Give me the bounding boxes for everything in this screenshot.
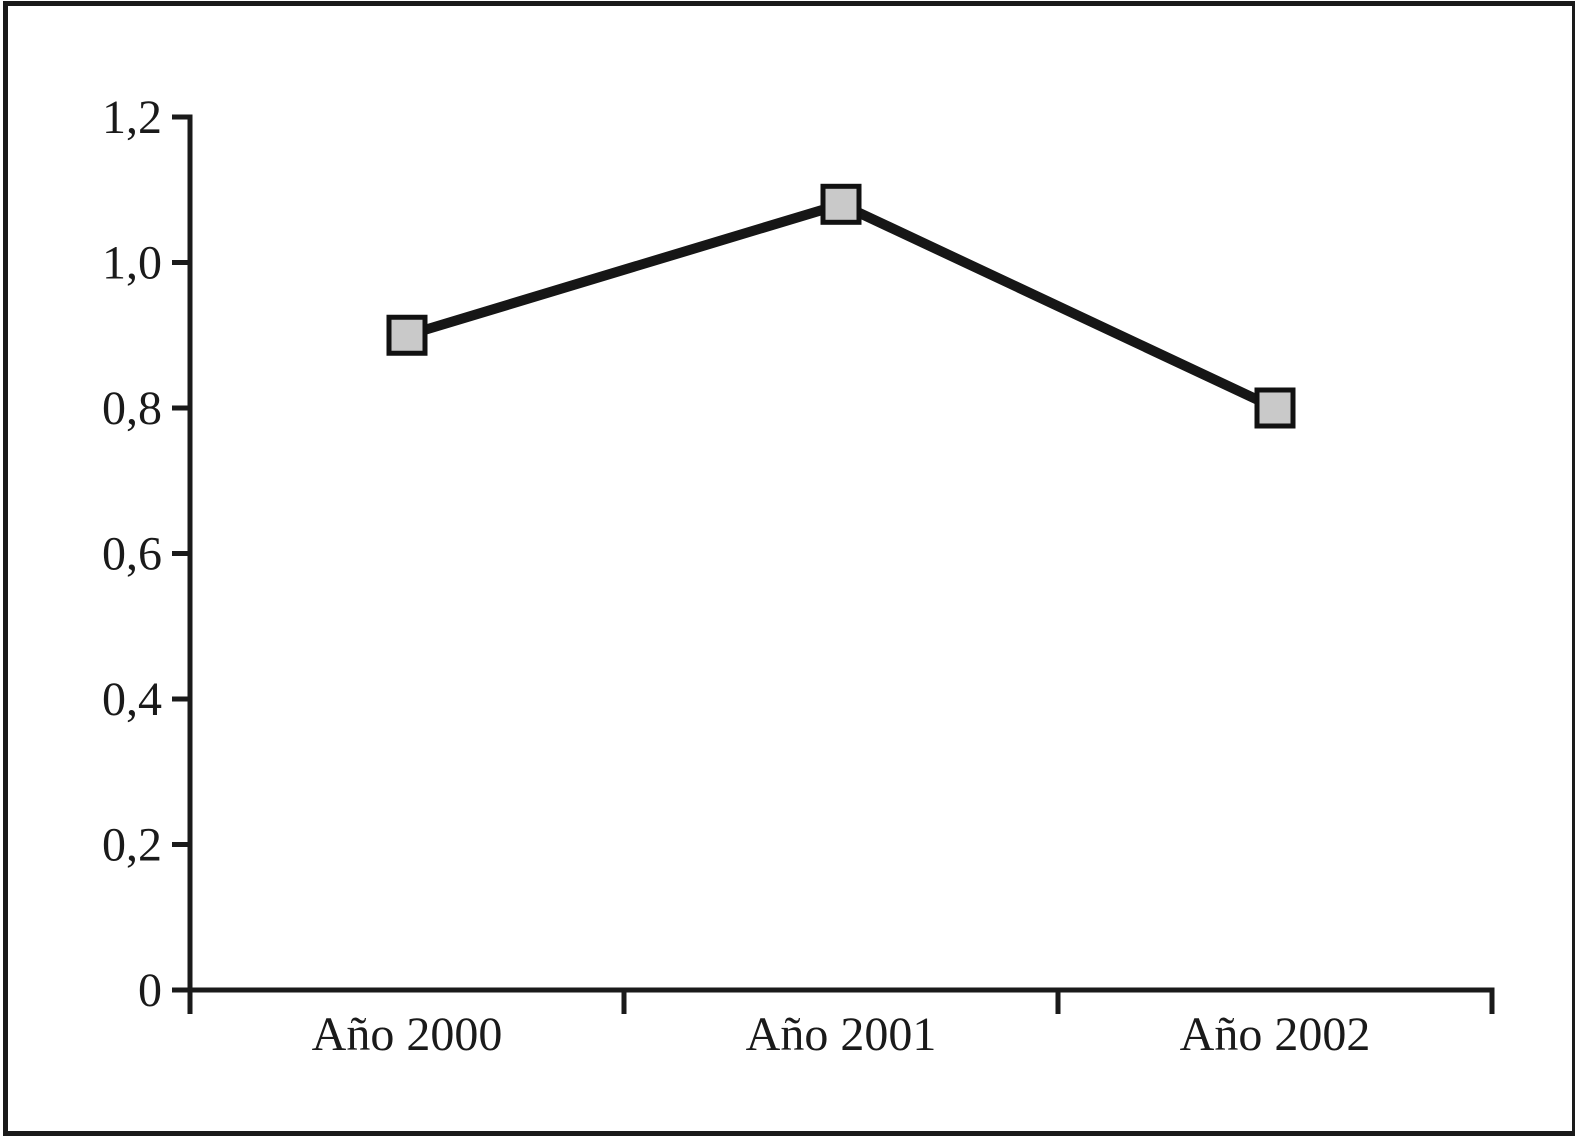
data-point-marker <box>820 183 862 225</box>
data-point-marker <box>386 314 428 356</box>
y-tick-label: 1,2 <box>102 91 162 144</box>
chart-frame: 0 0,2 0,4 0,6 0,8 1,0 1,2 Año 2000 Año 2001 Año 2… <box>3 1 1575 1136</box>
x-category-label: Año 2002 <box>1180 1008 1371 1061</box>
y-tick-label: 0,6 <box>102 528 162 581</box>
y-tick-label: 0,8 <box>102 382 162 435</box>
x-category-label: Año 2001 <box>746 1008 937 1061</box>
line-chart: 0 0,2 0,4 0,6 0,8 1,0 1,2 Año 2000 Año 2001 Año 2… <box>102 91 1495 1061</box>
y-tick-label: 0,2 <box>102 819 162 872</box>
data-point-marker <box>1254 387 1296 429</box>
y-tick-label: 0,4 <box>102 673 162 726</box>
y-tick-label: 0 <box>138 964 162 1017</box>
data-line <box>402 198 1280 413</box>
x-category-label: Año 2000 <box>312 1008 503 1061</box>
y-tick-label: 1,0 <box>102 237 162 290</box>
